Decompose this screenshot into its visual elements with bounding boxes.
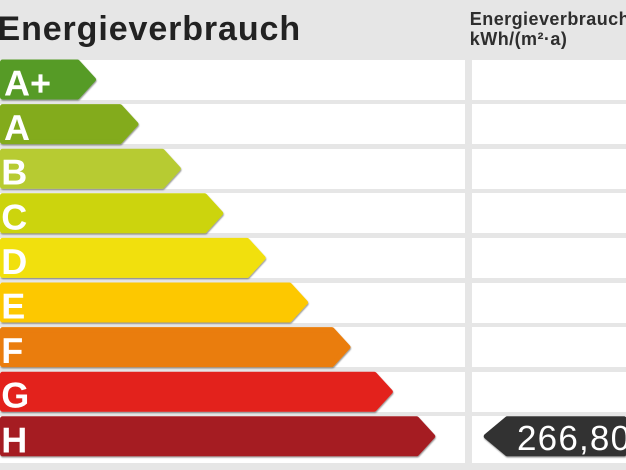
svg-text:B: B [1, 152, 27, 193]
svg-text:E: E [1, 286, 25, 327]
svg-text:G: G [1, 375, 29, 416]
svg-text:A: A [4, 107, 30, 148]
svg-text:C: C [1, 196, 27, 237]
svg-text:266,80: 266,80 [517, 419, 626, 458]
svg-text:D: D [1, 241, 27, 282]
svg-text:A+: A+ [4, 63, 51, 104]
svg-text:F: F [1, 330, 23, 371]
svg-text:H: H [1, 419, 27, 460]
